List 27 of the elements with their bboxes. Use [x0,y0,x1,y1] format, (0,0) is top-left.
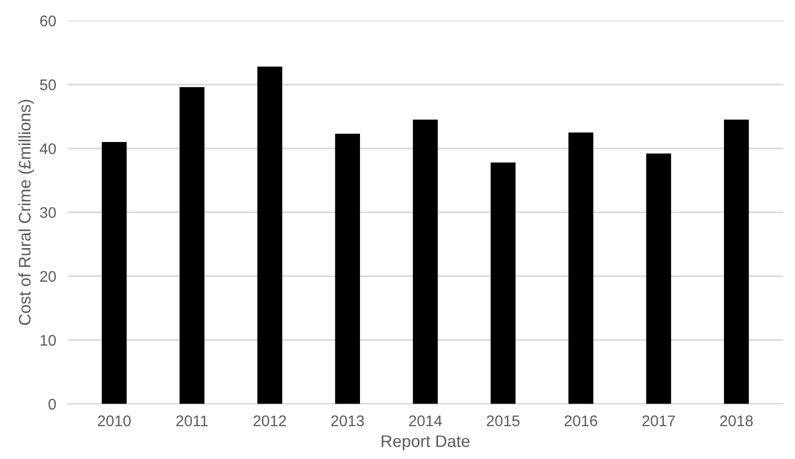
bar [180,87,204,404]
bar [257,66,282,404]
x-axis-title: Report Date [382,435,470,450]
y-tick-label: 20 [40,271,56,282]
x-tick-label: 2017 [642,415,675,426]
y-tick-label: 40 [40,143,56,154]
x-tick-label: 2012 [254,415,286,426]
bar [335,134,360,404]
bar [724,120,749,404]
x-tick-label: 2010 [98,415,131,426]
bar [646,154,672,404]
bar [490,162,516,404]
y-tick-label: 0 [48,398,56,410]
x-tick-label: 2014 [409,415,442,426]
x-tick-label: 2013 [331,415,364,426]
x-tick-label: 2018 [720,415,753,426]
bar [102,142,127,404]
y-axis-title: Cost of Rural Crime (£millions) [18,100,34,325]
bar [412,120,438,404]
y-tick-label: 10 [40,334,56,346]
x-tick-label: 2016 [564,415,598,426]
y-tick-label: 50 [40,79,56,90]
x-tick-label: 2011 [176,415,208,426]
y-tick-label: 60 [40,16,56,26]
y-tick-label: 30 [40,207,56,218]
x-tick-label: 2015 [486,415,520,426]
bar [568,132,594,404]
